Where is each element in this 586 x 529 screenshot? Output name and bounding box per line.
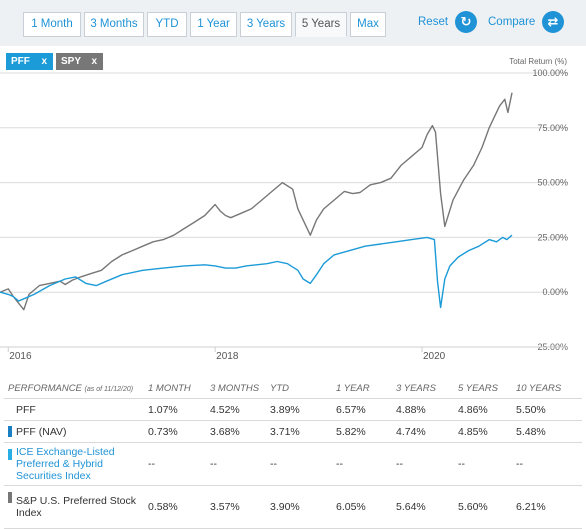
- table-header-row: PERFORMANCE (as of 11/12/20) 1 MONTH 3 M…: [4, 378, 582, 399]
- table-row: PFF (NAV) 0.73% 3.68% 3.71% 5.82% 4.74% …: [4, 420, 582, 443]
- table-cell: --: [144, 442, 206, 486]
- table-row: S&P U.S. Preferred Stock Index 0.58% 3.5…: [4, 485, 582, 529]
- row-name: PFF: [16, 403, 36, 416]
- tab-5-years[interactable]: 5 Years: [295, 12, 347, 37]
- tab-max[interactable]: Max: [350, 12, 386, 37]
- table-cell: 6.57%: [332, 398, 392, 421]
- table-cell: 4.74%: [392, 420, 454, 443]
- table-cell: 3.90%: [266, 485, 332, 529]
- x-tick-label: 2016: [9, 351, 32, 362]
- table-cell: 0.58%: [144, 485, 206, 529]
- performance-header: PERFORMANCE (as of 11/12/20): [4, 378, 144, 399]
- y-tick-label: 75.00%: [537, 123, 568, 133]
- total-return-chart: Total Return (%) 100.00% 75.00% 50.00% 25.00…: [0, 57, 568, 362]
- y-tick-label: 50.00%: [537, 178, 568, 188]
- row-name: PFF (NAV): [16, 425, 67, 438]
- ticker-tag-spy: SPY x: [56, 53, 103, 70]
- as-of-date: (as of 11/12/20): [84, 385, 134, 393]
- table-row: ICE Exchange-Listed Preferred & Hybrid S…: [4, 442, 582, 486]
- column-header: 1 YEAR: [332, 378, 392, 399]
- series-line-pff: [0, 234, 513, 309]
- table-cell: --: [454, 442, 512, 486]
- column-header: 3 MONTHS: [206, 378, 266, 399]
- tab-1-year[interactable]: 1 Year: [190, 12, 237, 37]
- tab-1-month[interactable]: 1 Month: [23, 12, 81, 37]
- performance-table: PERFORMANCE (as of 11/12/20) 1 MONTH 3 M…: [4, 378, 582, 529]
- table-cell: --: [206, 442, 266, 486]
- row-name-cell: ICE Exchange-Listed Preferred & Hybrid S…: [4, 442, 144, 486]
- index-link[interactable]: ICE Exchange-Listed Preferred & Hybrid S…: [16, 446, 115, 482]
- table-cell: 0.73%: [144, 420, 206, 443]
- table-cell: 3.68%: [206, 420, 266, 443]
- column-header: YTD: [266, 378, 332, 399]
- tab-3-months[interactable]: 3 Months: [84, 12, 144, 37]
- y-axis-title: Total Return (%): [509, 57, 567, 66]
- column-header: 10 YEARS: [512, 378, 582, 399]
- table-cell: 5.48%: [512, 420, 582, 443]
- row-name-cell: PFF: [4, 398, 144, 421]
- table-cell: --: [392, 442, 454, 486]
- x-tick-label: 2020: [423, 351, 446, 362]
- reset-link[interactable]: Reset: [418, 16, 449, 28]
- table-row: PFF 1.07% 4.52% 3.89% 6.57% 4.88% 4.86% …: [4, 398, 582, 421]
- row-name-cell: S&P U.S. Preferred Stock Index: [4, 485, 144, 529]
- timeframe-toolbar: 1 Month 3 Months YTD 1 Year 3 Years 5 Ye…: [0, 0, 586, 46]
- table-cell: --: [332, 442, 392, 486]
- row-name: S&P U.S. Preferred Stock Index: [16, 495, 137, 519]
- column-header: 1 MONTH: [144, 378, 206, 399]
- row-name-cell: PFF (NAV): [4, 420, 144, 443]
- table-cell: 5.60%: [454, 485, 512, 529]
- refresh-icon[interactable]: ↻: [455, 11, 477, 33]
- table-cell: 4.88%: [392, 398, 454, 421]
- series-swatch: [8, 449, 12, 460]
- table-cell: 5.64%: [392, 485, 454, 529]
- y-tick-label: 25.00%: [537, 232, 568, 242]
- column-header: 3 YEARS: [392, 378, 454, 399]
- remove-ticker-button[interactable]: x: [91, 56, 97, 67]
- table-cell: --: [266, 442, 332, 486]
- remove-ticker-button[interactable]: x: [41, 56, 47, 67]
- table-cell: 4.85%: [454, 420, 512, 443]
- series-line-spy: [0, 92, 513, 311]
- y-tick-label: 100.00%: [532, 68, 568, 78]
- x-tick-label: 2018: [216, 351, 239, 362]
- performance-label: PERFORMANCE: [8, 382, 82, 394]
- table-cell: 4.52%: [206, 398, 266, 421]
- ticker-tag-pff: PFF x: [6, 53, 53, 70]
- table-cell: 3.57%: [206, 485, 266, 529]
- y-tick-label: 0.00%: [542, 287, 568, 297]
- table-cell: 5.50%: [512, 398, 582, 421]
- table-cell: 4.86%: [454, 398, 512, 421]
- ticker-label: PFF: [11, 56, 30, 67]
- ticker-label: SPY: [61, 56, 82, 67]
- swap-arrows-icon[interactable]: ⇄: [542, 11, 564, 33]
- column-header: 5 YEARS: [454, 378, 512, 399]
- series-swatch: [8, 492, 12, 503]
- table-cell: --: [512, 442, 582, 486]
- table-cell: 3.89%: [266, 398, 332, 421]
- series-swatch: [8, 426, 12, 437]
- compare-link[interactable]: Compare: [488, 16, 536, 28]
- table-cell: 1.07%: [144, 398, 206, 421]
- table-cell: 6.05%: [332, 485, 392, 529]
- tab-3-years[interactable]: 3 Years: [240, 12, 292, 37]
- table-cell: 5.82%: [332, 420, 392, 443]
- table-cell: 6.21%: [512, 485, 582, 529]
- tab-ytd[interactable]: YTD: [147, 12, 187, 37]
- table-cell: 3.71%: [266, 420, 332, 443]
